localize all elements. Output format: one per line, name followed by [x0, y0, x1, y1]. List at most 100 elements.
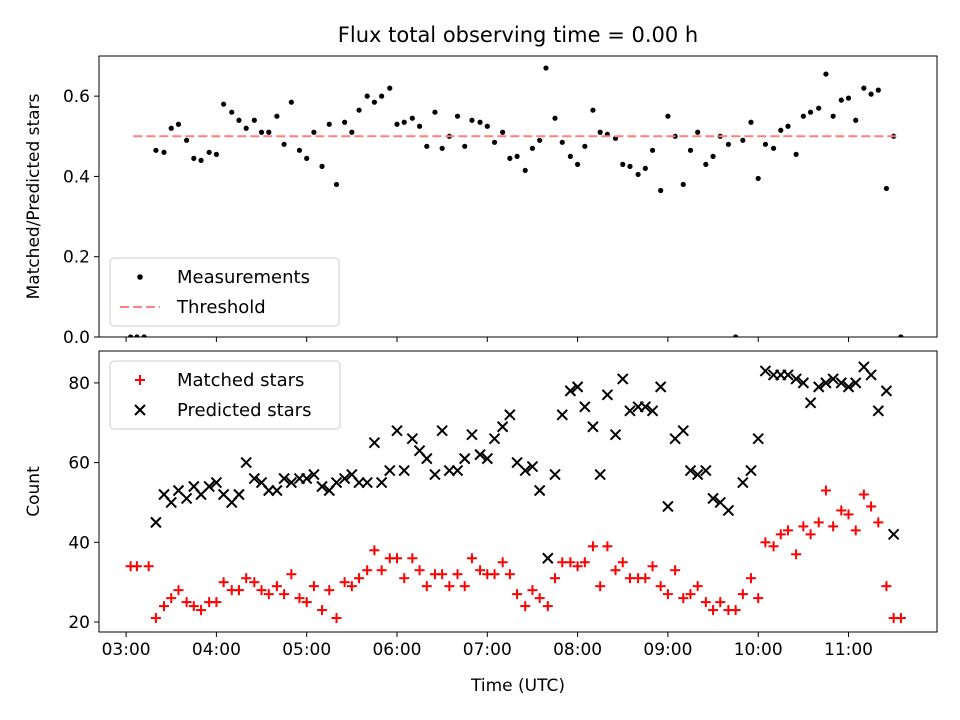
- data-point: [375, 476, 388, 489]
- data-point: [243, 125, 249, 131]
- data-point: [609, 428, 622, 441]
- data-point: [649, 147, 656, 153]
- y-tick-label: 20: [68, 613, 90, 633]
- data-point: [722, 504, 735, 517]
- data-point: [695, 129, 701, 135]
- data-point: [165, 496, 177, 509]
- data-point: [691, 468, 704, 481]
- data-point: [880, 385, 893, 397]
- data-point: [791, 549, 802, 560]
- data-point: [308, 581, 319, 592]
- data-point: [601, 389, 614, 401]
- series-predicted-stars: [150, 361, 900, 564]
- data-point: [421, 452, 433, 465]
- legend-label: Predicted stars: [177, 400, 311, 421]
- data-point: [424, 143, 430, 149]
- data-point: [161, 149, 167, 155]
- data-point: [488, 432, 501, 445]
- data-point: [241, 573, 252, 584]
- data-point: [800, 113, 806, 119]
- data-point: [778, 127, 784, 133]
- legend-entry: Predicted stars: [134, 400, 311, 421]
- data-point: [700, 464, 712, 477]
- data-point: [620, 161, 626, 167]
- data-point: [274, 113, 280, 119]
- data-point: [571, 381, 584, 393]
- data-point: [256, 585, 267, 596]
- data-point: [692, 581, 703, 592]
- y-tick-label: 80: [68, 374, 90, 394]
- data-point: [353, 476, 365, 489]
- series-measurements: [128, 65, 904, 337]
- data-point: [429, 468, 441, 481]
- data-point: [564, 385, 577, 397]
- data-point: [304, 155, 310, 161]
- legend-frame: [109, 257, 340, 327]
- chart-panels: 0.0 0.2 0.4 0.6 Matched/Predicted stars Measu…: [24, 55, 938, 696]
- data-point: [725, 141, 732, 147]
- y-axis-label: Matched/Predicted stars: [24, 93, 44, 299]
- data-point: [134, 334, 140, 337]
- data-point: [526, 460, 539, 473]
- data-point: [150, 516, 162, 529]
- x-axis-label: Time (UTC): [470, 676, 565, 696]
- data-point: [211, 597, 222, 608]
- data-point: [500, 129, 506, 135]
- data-point: [342, 119, 348, 125]
- data-point: [229, 109, 235, 115]
- data-point: [349, 129, 355, 135]
- data-point: [845, 95, 852, 101]
- data-point: [416, 123, 423, 129]
- data-point: [317, 605, 328, 616]
- series-matched-stars: [125, 485, 906, 624]
- data-point: [183, 137, 190, 143]
- data-point: [281, 141, 287, 147]
- legend-swatch: [134, 404, 146, 416]
- data-point: [684, 464, 697, 477]
- y-tick-label: 60: [68, 454, 90, 474]
- data-point: [166, 593, 177, 604]
- data-point: [421, 581, 432, 592]
- data-point: [324, 585, 335, 596]
- data-point: [836, 505, 847, 516]
- data-point: [311, 129, 317, 135]
- data-point: [399, 573, 410, 584]
- data-point: [469, 117, 475, 123]
- data-point: [484, 123, 490, 129]
- data-point: [409, 115, 415, 121]
- data-point: [828, 521, 839, 532]
- data-point: [203, 480, 215, 493]
- data-point: [462, 143, 468, 149]
- data-point: [574, 161, 581, 167]
- data-point: [579, 401, 591, 413]
- data-point: [271, 484, 283, 497]
- data-point: [369, 545, 380, 556]
- legend-entry: Matched stars: [135, 370, 304, 391]
- data-point: [759, 365, 772, 377]
- data-point: [436, 425, 448, 437]
- data-point: [556, 409, 568, 421]
- data-point: [665, 113, 671, 119]
- data-point: [512, 589, 523, 600]
- data-point: [883, 185, 890, 192]
- data-point: [131, 561, 142, 572]
- data-point: [858, 489, 869, 500]
- data-point: [543, 65, 549, 71]
- data-point: [520, 601, 531, 612]
- y-tick-label: 40: [68, 533, 90, 553]
- data-point: [748, 119, 754, 125]
- data-point: [387, 85, 393, 91]
- legend-swatch: [137, 274, 143, 280]
- data-point: [798, 521, 809, 532]
- data-point: [188, 601, 199, 612]
- data-point: [775, 529, 786, 540]
- data-point: [522, 167, 528, 174]
- data-point: [326, 121, 332, 127]
- data-point: [737, 589, 748, 600]
- data-point: [240, 456, 252, 469]
- data-point: [610, 565, 621, 576]
- data-point: [537, 137, 543, 143]
- data-point: [459, 452, 471, 465]
- data-point: [279, 589, 290, 600]
